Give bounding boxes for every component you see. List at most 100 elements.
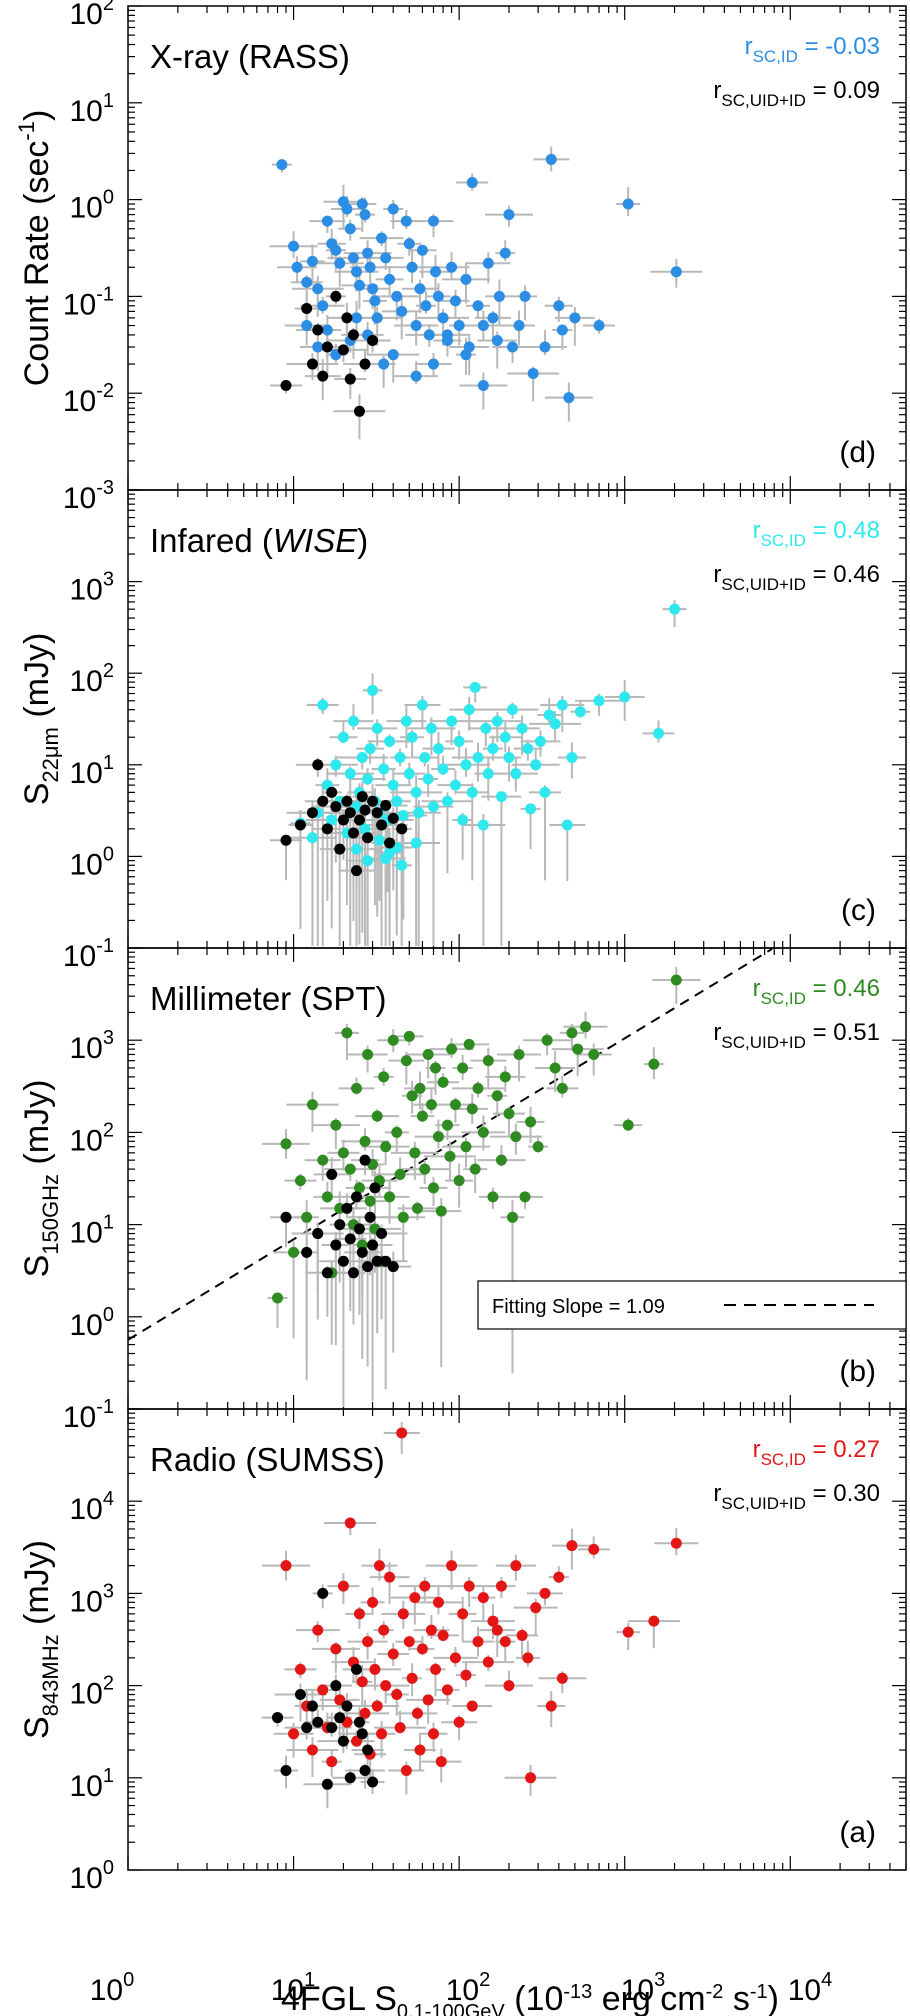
data-point <box>306 1700 318 1712</box>
data-point <box>380 1680 392 1692</box>
data-point <box>280 1138 292 1150</box>
panel-letter: (c) <box>841 894 876 927</box>
data-point <box>510 1131 522 1143</box>
data-point <box>410 786 422 798</box>
data-point <box>525 1116 537 1128</box>
data-point <box>359 823 371 835</box>
data-point <box>430 266 442 278</box>
data-point <box>306 358 318 370</box>
data-point <box>400 1764 412 1776</box>
data-point <box>301 1722 313 1734</box>
data-point <box>513 1048 525 1060</box>
data-point <box>460 273 472 285</box>
data-point <box>400 215 412 227</box>
data-point <box>312 283 324 295</box>
data-point <box>291 261 303 273</box>
data-point <box>301 302 313 314</box>
data-point <box>321 215 333 227</box>
data-point <box>413 807 425 819</box>
data-point <box>499 247 511 259</box>
data-point <box>359 1154 371 1166</box>
data-point <box>419 752 431 764</box>
data-point <box>460 759 472 771</box>
data-point <box>449 1099 461 1111</box>
data-point <box>495 1154 507 1166</box>
data-point <box>356 1246 368 1258</box>
data-point <box>472 1636 484 1648</box>
series-id <box>272 1427 682 1784</box>
data-point <box>362 773 374 785</box>
data-point <box>351 266 363 278</box>
data-point <box>321 341 333 353</box>
data-point <box>321 1778 333 1790</box>
data-point <box>469 681 481 693</box>
data-point <box>530 759 542 771</box>
data-point <box>347 252 359 264</box>
data-point <box>367 335 379 347</box>
panel-letter: (b) <box>839 1355 876 1388</box>
data-point <box>364 1211 376 1223</box>
data-point <box>400 715 412 727</box>
data-point <box>653 727 665 739</box>
data-point <box>437 763 449 775</box>
data-point <box>406 261 418 273</box>
y-tick-label: 102 <box>70 660 115 698</box>
x-tick-exp: 2 <box>479 1969 490 1991</box>
data-point <box>403 238 415 250</box>
data-point <box>371 722 383 734</box>
data-point <box>419 1580 431 1592</box>
data-point <box>376 819 388 831</box>
data-point <box>306 255 318 267</box>
data-point <box>326 1168 338 1180</box>
data-point <box>491 1624 503 1636</box>
data-point <box>622 1119 634 1131</box>
data-point <box>344 1163 356 1175</box>
correlation-stat: rSC,UID+ID = 0.30 <box>713 1480 880 1513</box>
data-point <box>317 1684 329 1696</box>
y-axis-title: S22μm (mJy) <box>18 633 63 806</box>
data-point <box>403 1030 415 1042</box>
data-point <box>321 1267 333 1279</box>
data-point <box>367 283 379 295</box>
data-point <box>466 177 478 189</box>
correlation-stat: rSC,UID+ID = 0.51 <box>713 1019 880 1052</box>
data-point <box>593 320 605 332</box>
data-point <box>312 341 324 353</box>
data-point <box>351 865 363 877</box>
data-point <box>482 768 494 780</box>
data-point <box>367 1596 379 1608</box>
y-tick-label: 100 <box>70 843 115 881</box>
data-point <box>380 252 392 264</box>
data-point <box>410 837 422 849</box>
data-point <box>337 1255 349 1267</box>
data-point <box>427 358 439 370</box>
data-point <box>396 305 408 317</box>
data-point <box>351 1191 363 1203</box>
data-point <box>561 819 573 831</box>
x-tick-label: 100 <box>90 1969 135 2007</box>
data-point <box>522 1652 534 1664</box>
data-point <box>453 1175 465 1187</box>
data-point <box>341 1700 353 1712</box>
data-point <box>351 312 363 324</box>
data-point <box>419 1163 431 1175</box>
series-uid <box>280 1154 399 1279</box>
data-point <box>477 1592 489 1604</box>
data-point <box>427 215 439 227</box>
data-point <box>460 1669 472 1681</box>
data-point <box>394 1722 406 1734</box>
data-point <box>312 1716 324 1728</box>
y-tick-label: 10-1 <box>63 1396 114 1434</box>
data-point <box>545 1700 557 1712</box>
y-tick-label: 10-1 <box>63 935 114 973</box>
panels-group: 10-3 10-2 10-1 100 101 102 Count Rate (sec-1) X… <box>14 0 907 1895</box>
data-point <box>493 290 505 302</box>
data-point <box>306 1099 318 1111</box>
data-point <box>359 209 371 221</box>
data-point <box>572 1043 584 1055</box>
data-point <box>437 1076 449 1088</box>
data-point <box>387 1261 399 1273</box>
data-point <box>491 715 503 727</box>
data-point <box>376 232 388 244</box>
